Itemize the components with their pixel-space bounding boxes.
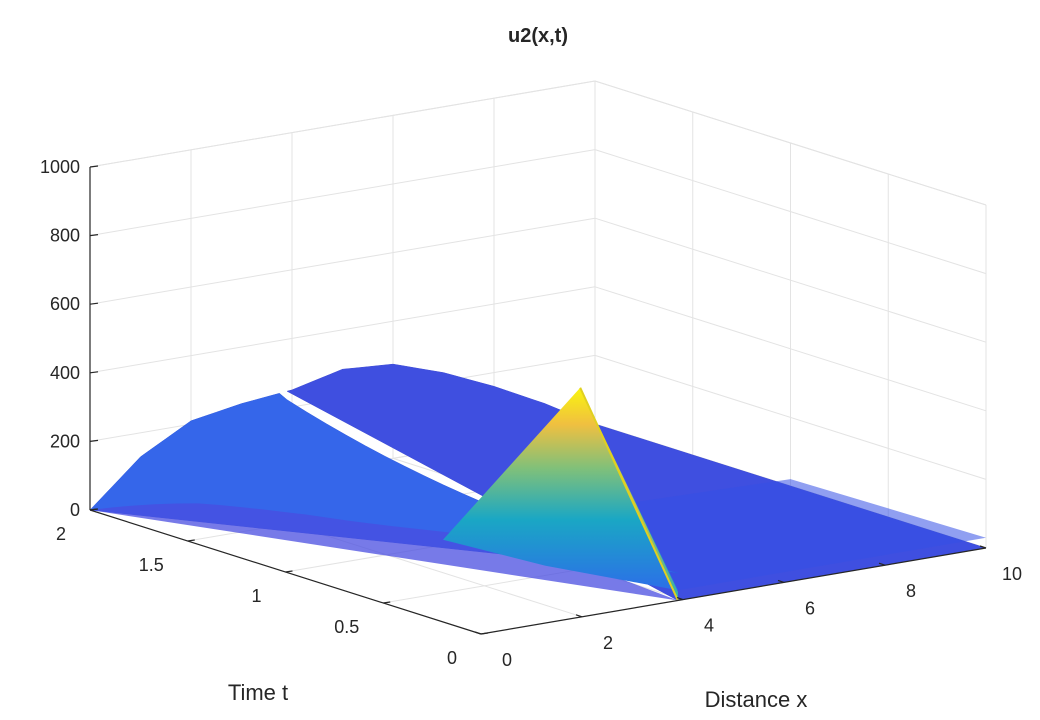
x-tick-labels: 0 2 4 6 8 10 — [502, 564, 1022, 670]
x-tick-label: 4 — [704, 616, 714, 636]
y-tick-label: 0.5 — [334, 617, 359, 637]
x-axis-label: Distance x — [705, 687, 808, 712]
grid-line-wall-zt — [594, 149, 987, 275]
x-tick-mark — [777, 579, 785, 583]
x-tick-mark — [575, 614, 583, 618]
z-tick-label: 1000 — [40, 157, 80, 177]
grid-line-wall-zx — [89, 217, 596, 305]
pane-border — [594, 80, 987, 206]
x-tick-mark — [676, 597, 684, 601]
z-tick-labels: 0 200 400 600 800 1000 — [40, 157, 80, 520]
grid-line-wall-zx — [89, 149, 596, 237]
x-tick-label: 2 — [603, 633, 613, 653]
y-tick-mark — [285, 570, 293, 573]
x-tick-label: 0 — [502, 650, 512, 670]
y-axis-label: Time t — [228, 680, 288, 705]
z-tick-mark — [89, 302, 99, 305]
x-tick-label: 8 — [906, 581, 916, 601]
z-tick-mark — [89, 165, 99, 168]
z-tick-label: 400 — [50, 363, 80, 383]
y-tick-mark — [480, 632, 489, 635]
y-tick-mark — [383, 601, 391, 604]
y-tick-labels: 0 0.5 1 1.5 2 — [56, 524, 457, 668]
grid-line-wall-zt — [594, 286, 987, 412]
z-tick-label: 600 — [50, 294, 80, 314]
z-tick-mark — [89, 508, 99, 511]
y-tick-label: 0 — [447, 648, 457, 668]
x-axis-line — [480, 547, 987, 635]
z-tick-label: 800 — [50, 226, 80, 246]
grid-line-wall-zt — [594, 354, 987, 480]
pane-border — [89, 80, 596, 168]
surface-spike-line — [579, 387, 679, 601]
surface-sheet-left-lower — [90, 503, 678, 601]
x-tick-mark — [979, 545, 987, 549]
surface-mesh — [89, 363, 987, 601]
x-tick-label: 10 — [1002, 564, 1022, 584]
y-tick-label: 2 — [56, 524, 66, 544]
grid-line-wall-zx — [89, 286, 596, 374]
x-tick-mark — [878, 562, 886, 566]
y-tick-label: 1.5 — [139, 555, 164, 575]
surface-spike — [443, 387, 678, 591]
grid-line-wall-zt — [594, 217, 987, 343]
y-tick-mark — [187, 539, 195, 542]
z-tick-mark — [89, 371, 99, 374]
z-tick-mark — [89, 234, 99, 237]
y-tick-label: 1 — [251, 586, 261, 606]
x-tick-mark — [474, 631, 482, 635]
x-tick-label: 6 — [805, 598, 815, 618]
z-tick-label: 200 — [50, 431, 80, 451]
chart-title: u2(x,t) — [508, 25, 568, 47]
z-tick-label: 0 — [70, 500, 80, 520]
z-tick-mark — [89, 439, 99, 442]
axis-lines — [89, 165, 987, 635]
